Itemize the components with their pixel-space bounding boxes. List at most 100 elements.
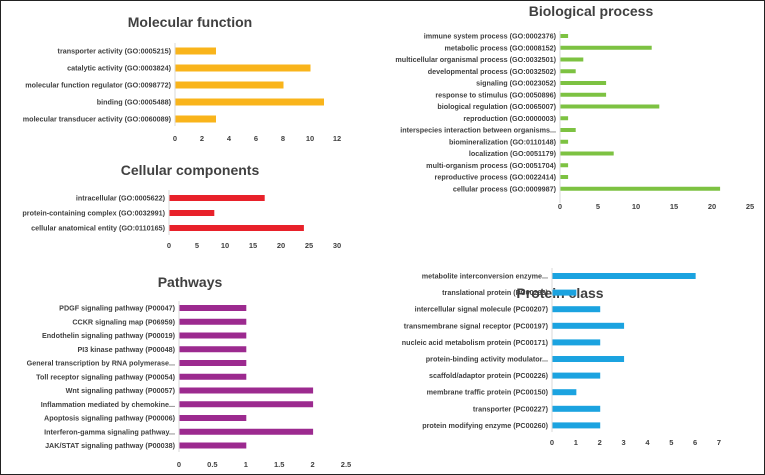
biological-process-category-label: signaling (GO:0023052)	[476, 79, 556, 88]
pathways-category-label: Wnt signaling pathway (P00057)	[66, 386, 176, 395]
pathways-tick-label: 0	[177, 460, 181, 469]
biological-process-bar	[560, 186, 721, 191]
cellular-components-tick-label: 20	[277, 241, 285, 250]
protein-class-category-label: translational protein (PC00263)	[442, 288, 548, 297]
biological-process-category-label: cellular process (GO:0009987)	[453, 184, 557, 193]
biological-process-tick-label: 0	[558, 202, 562, 211]
protein-class-tick-label: 0	[550, 438, 554, 447]
molecular-function-tick-label: 0	[173, 134, 177, 143]
cellular-components-bar	[169, 195, 265, 201]
biological-process-bar	[560, 34, 569, 38]
protein-class-tick-label: 6	[693, 438, 697, 447]
cellular-components-tick-label: 0	[167, 241, 171, 250]
pathways-bar	[179, 428, 314, 435]
pathways-category-label: CCKR signaling map (P06959)	[72, 317, 175, 326]
biological-process-bar	[560, 175, 569, 179]
biological-process-category-label: developmental process (GO:0032502)	[428, 67, 557, 76]
molecular-function-tick-label: 2	[200, 134, 204, 143]
cellular-components-category-label: protein-containing complex (GO:0032991)	[22, 209, 165, 218]
protein-class-bar	[552, 422, 601, 429]
pathways-bar	[179, 305, 247, 311]
molecular-function-chart: Molecular function transporter activity (…	[23, 14, 341, 143]
pathways-bar	[179, 373, 247, 380]
protein-class-tick-label: 7	[717, 438, 721, 447]
molecular-function-tick-label: 6	[254, 134, 258, 143]
biological-process-bar	[560, 139, 569, 144]
pathways-category-label: Apoptosis signaling pathway (P00006)	[44, 414, 176, 423]
biological-process-tick-label: 25	[746, 202, 754, 211]
pathways-tick-label: 1	[244, 460, 248, 469]
molecular-function-category-label: binding (GO:0005488)	[97, 98, 172, 107]
pathways-bar	[179, 360, 247, 366]
biological-process-bar	[560, 128, 576, 132]
molecular-function-category-label: molecular function regulator (GO:0098772…	[25, 81, 171, 90]
protein-class-tick-label: 4	[645, 438, 650, 447]
molecular-function-category-label: catalytic activity (GO:0003824)	[67, 64, 171, 73]
cellular-components-category-label: intracellular (GO:0005622)	[76, 194, 166, 203]
pathways-category-label: Endothelin signaling pathway (P00019)	[42, 331, 176, 340]
protein-class-bar	[552, 322, 625, 329]
pathways-bar	[179, 318, 247, 325]
protein-class-bar	[552, 339, 601, 346]
molecular-function-title: Molecular function	[128, 14, 252, 30]
molecular-function-tick-label: 8	[281, 134, 285, 143]
protein-class-bar	[552, 289, 577, 296]
biological-process-title: Biological process	[529, 3, 654, 19]
protein-class-tick-label: 1	[574, 438, 578, 447]
protein-class-bar	[552, 405, 601, 412]
protein-class-category-label: transporter (PC00227)	[473, 404, 549, 413]
cellular-components-title: Cellular components	[121, 162, 260, 178]
molecular-function-tick-label: 10	[306, 134, 314, 143]
biological-process-category-label: multicellular organismal process (GO:003…	[395, 55, 556, 64]
biological-process-category-label: biomineralization (GO:0110148)	[449, 137, 557, 146]
biological-process-category-label: biological regulation (GO:0065007)	[437, 102, 556, 111]
cellular-components-bar	[169, 210, 215, 216]
biological-process-bar	[560, 116, 569, 121]
protein-class-bar	[552, 306, 601, 313]
biological-process-tick-label: 20	[708, 202, 716, 211]
molecular-function-bar	[175, 98, 324, 106]
biological-process-bar	[560, 69, 576, 74]
protein-class-category-label: transmembrane signal receptor (PC00197)	[404, 321, 549, 330]
biological-process-bar	[560, 81, 607, 85]
molecular-function-bar	[175, 81, 284, 89]
biological-process-tick-label: 15	[670, 202, 678, 211]
pathways-chart: Pathways PDGF signaling pathway (P00047) C…	[27, 274, 352, 469]
cellular-components-tick-label: 15	[249, 241, 257, 250]
cellular-components-chart: Cellular components intracellular (GO:000…	[22, 162, 341, 250]
biological-process-bar	[560, 57, 584, 62]
pathways-bar	[179, 415, 247, 421]
biological-process-category-label: multi-organism process (GO:0051704)	[426, 161, 556, 170]
molecular-function-tick-label: 12	[333, 134, 341, 143]
protein-class-bar	[552, 389, 577, 396]
molecular-function-category-label: molecular transducer activity (GO:006008…	[23, 115, 172, 124]
protein-class-tick-label: 5	[669, 438, 673, 447]
biological-process-bar	[560, 45, 652, 50]
biological-process-bar	[560, 104, 660, 109]
biological-process-tick-label: 5	[596, 202, 600, 211]
biological-process-bar	[560, 163, 569, 168]
protein-class-category-label: scaffold/adaptor protein (PC00226)	[429, 371, 549, 380]
pathways-bar	[179, 332, 247, 339]
pathways-category-label: PI3 kinase pathway (P00048)	[78, 345, 176, 354]
biological-process-tick-label: 10	[632, 202, 640, 211]
molecular-function-bar	[175, 47, 216, 55]
biological-process-category-label: immune system process (GO:0002376)	[424, 32, 557, 41]
protein-class-bar	[552, 356, 625, 362]
pathways-category-label: Interferon-gamma signaling pathway...	[44, 427, 175, 436]
pathways-category-label: JAK/STAT signaling pathway (P00038)	[45, 441, 176, 450]
pathways-category-label: Toll receptor signaling pathway (P00054)	[36, 372, 175, 381]
pathways-category-label: General transcription by RNA polymerase.…	[27, 359, 175, 368]
biological-process-category-label: localization (GO:0051179)	[469, 149, 557, 158]
protein-class-category-label: metabolite interconversion enzyme...	[422, 272, 548, 281]
protein-class-bar	[552, 273, 696, 279]
protein-class-tick-label: 3	[621, 438, 625, 447]
molecular-function-tick-label: 4	[227, 134, 232, 143]
protein-class-tick-label: 2	[598, 438, 602, 447]
biological-process-category-label: interspecies interaction between organis…	[400, 126, 556, 135]
protein-class-bar	[552, 372, 601, 379]
biological-process-category-label: reproduction (GO:0000003)	[463, 114, 556, 123]
molecular-function-bar	[175, 64, 311, 72]
pathways-bar	[179, 346, 247, 353]
